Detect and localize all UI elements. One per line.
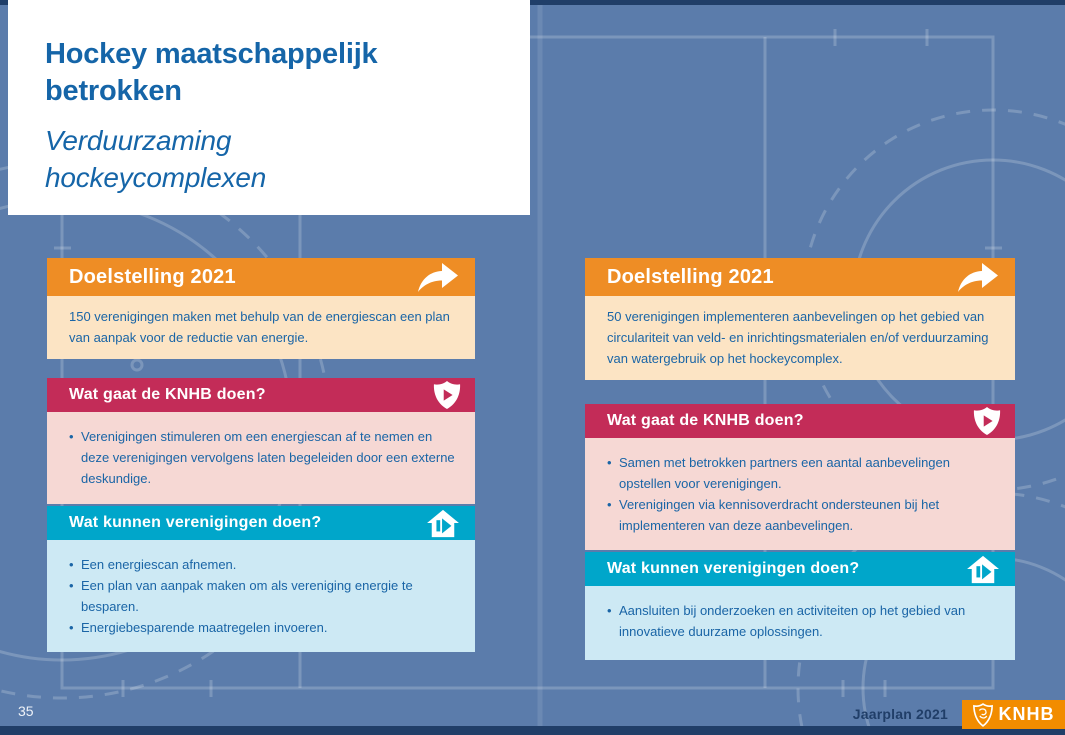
goal-text: 150 verenigingen maken met behulp van de… bbox=[69, 309, 450, 345]
bullet-item: Verenigingen via kennisoverdracht onders… bbox=[607, 494, 995, 536]
club-actions-band-title: Wat kunnen verenigingen doen? bbox=[607, 560, 860, 577]
page-subtitle: Verduurzaming hockeycomplexen bbox=[45, 122, 500, 196]
knhb-actions-box: Verenigingen stimuleren om een energiesc… bbox=[47, 412, 475, 504]
column-circularity: Doelstelling 2021 50 verenigingen implem… bbox=[585, 258, 1015, 660]
page-header-card: Hockey maatschappelijk betrokken Verduurz… bbox=[8, 0, 530, 215]
page-title-line1: Hockey maatschappelijk bbox=[45, 38, 378, 70]
club-actions-list: Aansluiten bij onderzoeken en activiteit… bbox=[607, 600, 995, 642]
top-accent-bar bbox=[0, 0, 1065, 5]
knhb-actions-band-title: Wat gaat de KNHB doen? bbox=[607, 412, 804, 429]
forward-arrow-icon bbox=[958, 263, 998, 292]
knhb-crest-icon bbox=[972, 702, 993, 727]
page-subtitle-line1: Verduurzaming bbox=[45, 125, 232, 156]
page-title: Hockey maatschappelijk betrokken bbox=[45, 36, 500, 110]
club-actions-band: Wat kunnen verenigingen doen? bbox=[585, 552, 1015, 586]
goal-box: 50 verenigingen implementeren aanbevelin… bbox=[585, 296, 1015, 380]
goal-text: 50 verenigingen implementeren aanbevelin… bbox=[607, 309, 989, 366]
house-arrow-icon bbox=[967, 555, 999, 584]
edition-label: Jaarplan 2021 bbox=[852, 706, 948, 722]
knhb-actions-band: Wat gaat de KNHB doen? bbox=[585, 404, 1015, 438]
club-actions-box: Een energiescan afnemen.Een plan van aan… bbox=[47, 540, 475, 652]
goal-box: 150 verenigingen maken met behulp van de… bbox=[47, 296, 475, 359]
bullet-item: Energiebesparende maatregelen invoeren. bbox=[69, 617, 455, 638]
goal-band-title: Doelstelling 2021 bbox=[69, 265, 236, 288]
shield-play-icon bbox=[973, 407, 1001, 435]
knhb-actions-box: Samen met betrokken partners een aantal … bbox=[585, 438, 1015, 550]
bottom-accent-bar bbox=[0, 726, 1065, 735]
knhb-actions-list: Verenigingen stimuleren om een energiesc… bbox=[69, 426, 455, 489]
goal-band: Doelstelling 2021 bbox=[47, 258, 475, 296]
page-subtitle-line2: hockeycomplexen bbox=[45, 162, 267, 193]
bullet-item: Samen met betrokken partners een aantal … bbox=[607, 452, 995, 494]
goal-band-title: Doelstelling 2021 bbox=[607, 265, 774, 288]
knhb-actions-band-title: Wat gaat de KNHB doen? bbox=[69, 386, 266, 403]
page-number: 35 bbox=[18, 703, 34, 719]
knhb-actions-band: Wat gaat de KNHB doen? bbox=[47, 378, 475, 412]
bullet-item: Een plan van aanpak maken om als verenig… bbox=[69, 575, 455, 617]
house-arrow-icon bbox=[427, 509, 459, 538]
club-actions-list: Een energiescan afnemen.Een plan van aan… bbox=[69, 554, 455, 638]
column-energy: Doelstelling 2021 150 verenigingen maken… bbox=[47, 258, 475, 652]
page-title-line2: betrokken bbox=[45, 75, 182, 107]
goal-band: Doelstelling 2021 bbox=[585, 258, 1015, 296]
bullet-item: Aansluiten bij onderzoeken en activiteit… bbox=[607, 600, 995, 642]
shield-play-icon bbox=[433, 381, 461, 409]
knhb-actions-list: Samen met betrokken partners een aantal … bbox=[607, 452, 995, 536]
club-actions-band-title: Wat kunnen verenigingen doen? bbox=[69, 514, 322, 531]
knhb-logo-text: KNHB bbox=[998, 704, 1055, 724]
bullet-item: Een energiescan afnemen. bbox=[69, 554, 455, 575]
forward-arrow-icon bbox=[418, 263, 458, 292]
club-actions-box: Aansluiten bij onderzoeken en activiteit… bbox=[585, 586, 1015, 660]
bullet-item: Verenigingen stimuleren om een energiesc… bbox=[69, 426, 455, 489]
club-actions-band: Wat kunnen verenigingen doen? bbox=[47, 506, 475, 540]
knhb-logo: KNHB bbox=[962, 700, 1065, 729]
